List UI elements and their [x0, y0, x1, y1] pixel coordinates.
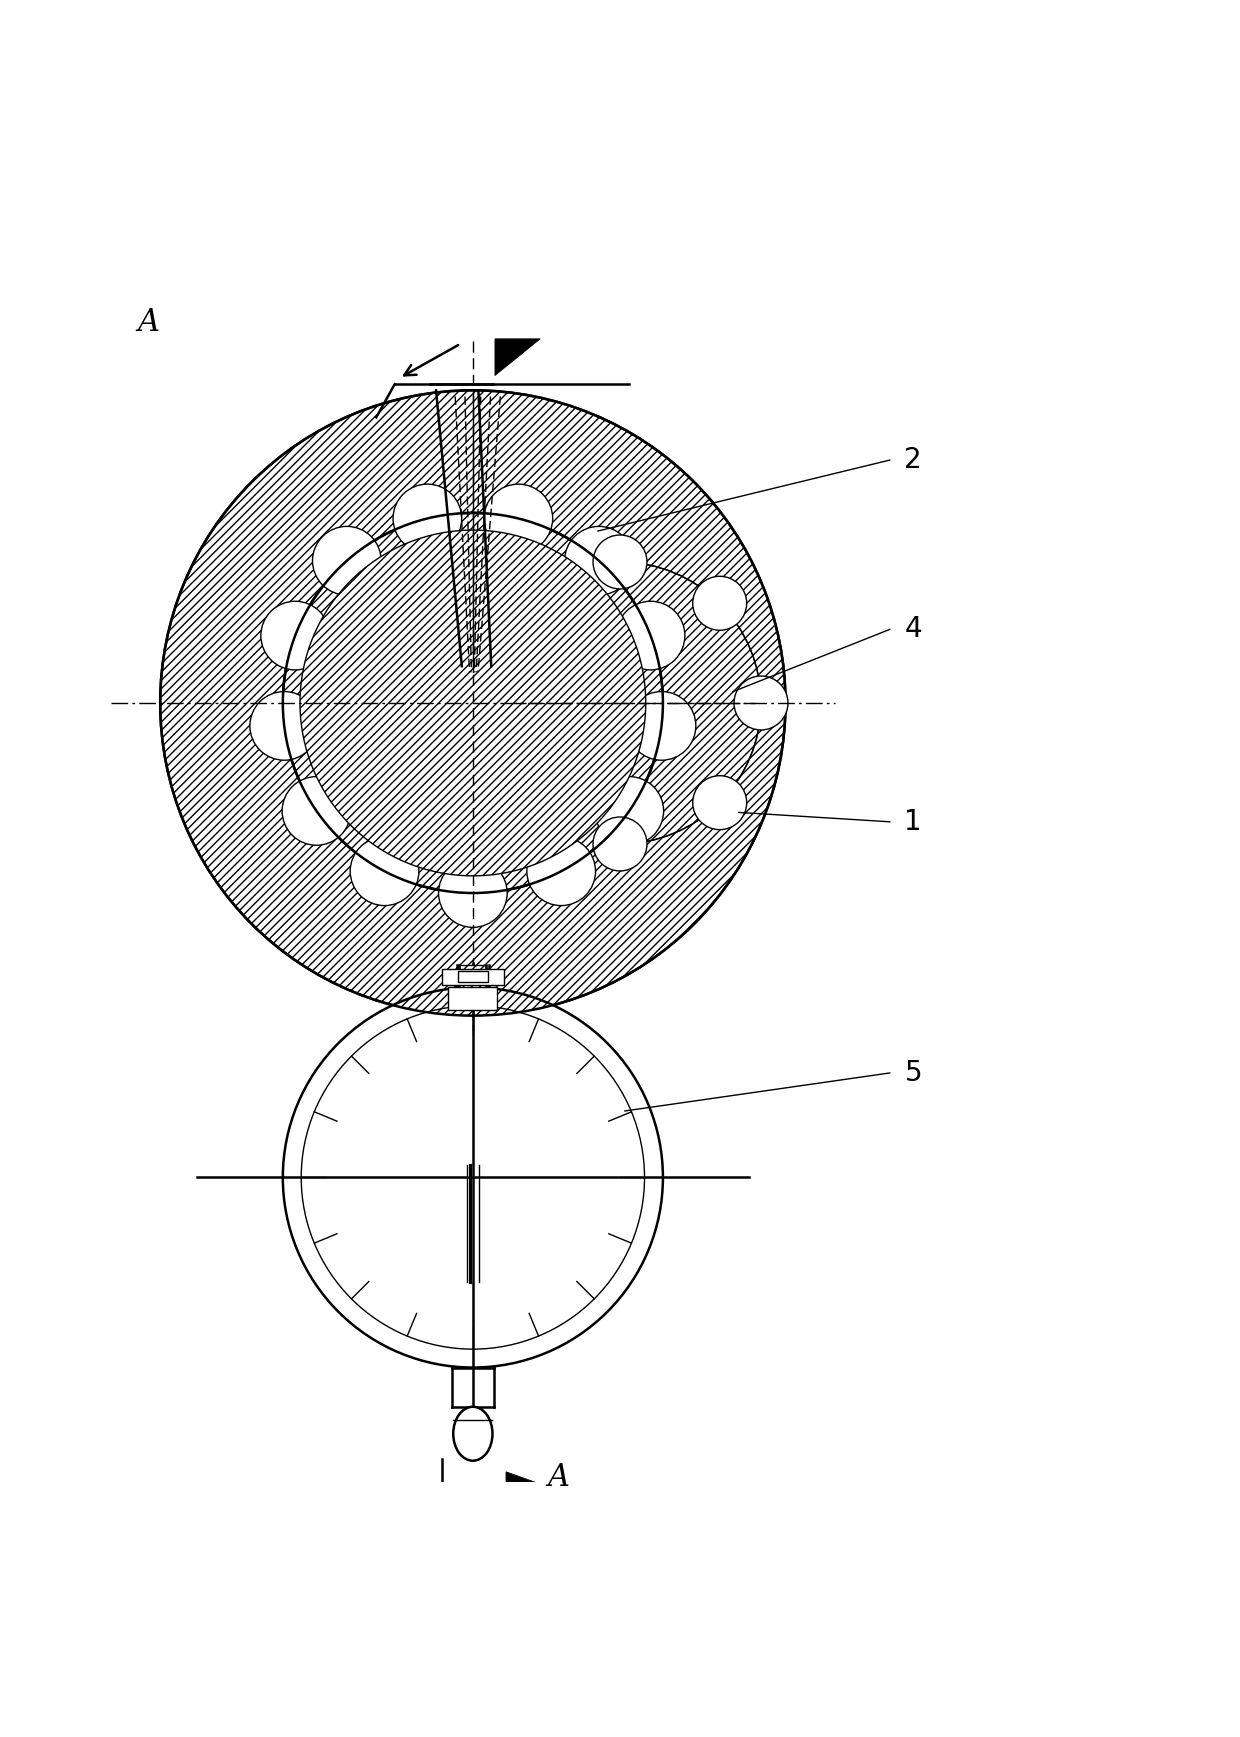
Circle shape [494, 577, 547, 631]
Circle shape [564, 526, 634, 596]
Bar [449, 987, 497, 1009]
Circle shape [300, 530, 646, 875]
Circle shape [283, 512, 663, 893]
Circle shape [527, 837, 595, 905]
Text: 4: 4 [904, 615, 923, 643]
Polygon shape [506, 1471, 541, 1496]
Circle shape [453, 676, 506, 730]
Circle shape [593, 816, 647, 870]
Circle shape [350, 837, 419, 905]
Circle shape [283, 987, 663, 1367]
Circle shape [734, 676, 787, 730]
Circle shape [439, 858, 507, 928]
Circle shape [312, 526, 381, 596]
Circle shape [393, 485, 461, 552]
Ellipse shape [454, 1407, 492, 1461]
Bar [458, 971, 489, 983]
Circle shape [616, 601, 684, 670]
Text: A: A [548, 1463, 569, 1494]
Circle shape [693, 776, 746, 830]
Circle shape [693, 577, 746, 631]
Bar [443, 969, 503, 985]
Circle shape [250, 691, 319, 761]
Circle shape [260, 601, 330, 670]
Circle shape [595, 776, 663, 846]
Text: 1: 1 [904, 808, 923, 835]
Text: A: A [136, 307, 159, 339]
Circle shape [494, 776, 547, 830]
Circle shape [593, 535, 647, 589]
Circle shape [479, 563, 761, 844]
Text: 5: 5 [904, 1060, 923, 1087]
Circle shape [627, 691, 696, 761]
Polygon shape [495, 339, 541, 375]
Circle shape [160, 391, 785, 1016]
Bar [459, 966, 486, 992]
Text: 2: 2 [904, 446, 923, 474]
Circle shape [283, 776, 351, 846]
Circle shape [484, 485, 553, 552]
